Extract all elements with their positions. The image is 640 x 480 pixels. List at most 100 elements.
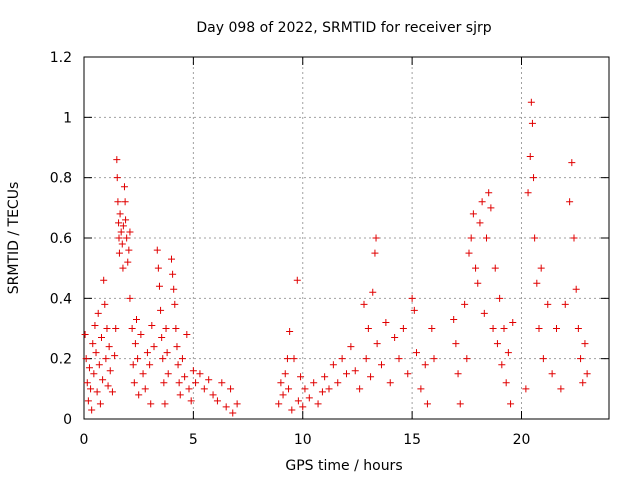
- data-point: [286, 328, 294, 336]
- data-point: [95, 361, 103, 369]
- data-point: [285, 385, 293, 393]
- data-point: [356, 385, 364, 393]
- data-point: [160, 379, 168, 387]
- data-point: [126, 228, 134, 236]
- data-point: [158, 334, 166, 342]
- data-point: [117, 228, 125, 236]
- data-point: [351, 367, 359, 375]
- data-point: [277, 379, 285, 387]
- data-point: [537, 264, 545, 272]
- data-point: [507, 400, 515, 408]
- data-point: [137, 331, 145, 339]
- data-point: [483, 234, 490, 242]
- y-axis-label: SRMTID / TECUs: [6, 182, 22, 295]
- data-point: [321, 373, 329, 381]
- data-point: [89, 340, 97, 348]
- data-point: [288, 406, 296, 414]
- data-point: [148, 321, 156, 329]
- data-point: [128, 325, 136, 332]
- data-point: [233, 400, 241, 408]
- data-point: [371, 249, 379, 257]
- data-point: [305, 394, 313, 402]
- data-point: [456, 400, 464, 408]
- data-point: [478, 198, 486, 206]
- data-points: [81, 98, 591, 417]
- data-point: [192, 379, 200, 387]
- data-point: [472, 264, 480, 272]
- data-point: [485, 189, 493, 197]
- data-point: [531, 234, 539, 242]
- data-point: [454, 370, 462, 378]
- data-point: [172, 325, 180, 332]
- data-point: [134, 355, 142, 363]
- data-point: [81, 331, 89, 339]
- x-axis-label: GPS time / hours: [285, 458, 402, 474]
- data-point: [169, 270, 177, 278]
- data-point: [467, 234, 475, 242]
- data-point: [196, 370, 204, 378]
- data-point: [83, 379, 91, 387]
- data-point: [147, 400, 155, 408]
- data-point: [281, 370, 289, 378]
- data-point: [116, 210, 124, 218]
- data-point: [566, 198, 574, 206]
- data-point: [480, 309, 488, 317]
- data-point: [283, 355, 291, 363]
- data-point: [200, 385, 208, 393]
- data-point: [476, 219, 484, 227]
- data-point: [154, 264, 162, 272]
- data-point: [113, 156, 121, 164]
- data-point: [213, 397, 221, 405]
- data-point: [113, 174, 121, 182]
- x-tick-label: 10: [294, 432, 312, 448]
- data-point: [378, 361, 385, 369]
- y-axis-ticks: 0 0.2 0.4 0.6 0.8 1 1.2: [50, 50, 609, 428]
- data-point: [185, 385, 193, 393]
- data-point: [530, 174, 538, 182]
- data-point: [93, 388, 101, 396]
- data-point: [183, 331, 191, 339]
- data-point: [164, 370, 172, 378]
- data-point: [87, 385, 95, 393]
- data-point: [222, 403, 230, 411]
- data-point: [487, 204, 495, 212]
- data-point: [372, 234, 380, 242]
- data-point: [118, 240, 126, 248]
- data-point: [561, 300, 569, 308]
- data-point: [430, 355, 438, 363]
- data-point: [469, 210, 477, 218]
- data-point: [150, 343, 158, 351]
- data-point: [325, 385, 333, 393]
- data-point: [112, 325, 120, 332]
- data-point: [463, 355, 471, 363]
- data-point: [491, 264, 499, 272]
- data-point: [94, 309, 102, 317]
- data-point: [428, 325, 436, 332]
- data-point: [90, 370, 98, 378]
- data-point: [423, 400, 431, 408]
- y-tick-label: 0.2: [50, 352, 72, 368]
- data-point: [338, 355, 346, 363]
- data-point: [299, 403, 307, 411]
- data-point: [162, 325, 170, 332]
- x-tick-label: 20: [513, 432, 531, 448]
- data-point: [119, 222, 127, 230]
- data-point: [124, 258, 132, 266]
- data-point: [111, 352, 119, 360]
- y-tick-label: 0.6: [50, 231, 72, 247]
- data-point: [399, 325, 407, 332]
- data-point: [168, 255, 175, 263]
- data-point: [189, 367, 197, 375]
- data-point: [119, 264, 127, 272]
- data-point: [99, 376, 107, 384]
- data-point: [121, 198, 129, 206]
- data-point: [367, 373, 375, 381]
- data-point: [509, 318, 517, 326]
- data-point: [504, 349, 512, 357]
- data-point: [101, 300, 109, 308]
- data-point: [553, 325, 560, 332]
- data-point: [141, 385, 149, 393]
- data-point: [583, 370, 591, 378]
- data-point: [500, 325, 508, 332]
- data-point: [100, 276, 108, 284]
